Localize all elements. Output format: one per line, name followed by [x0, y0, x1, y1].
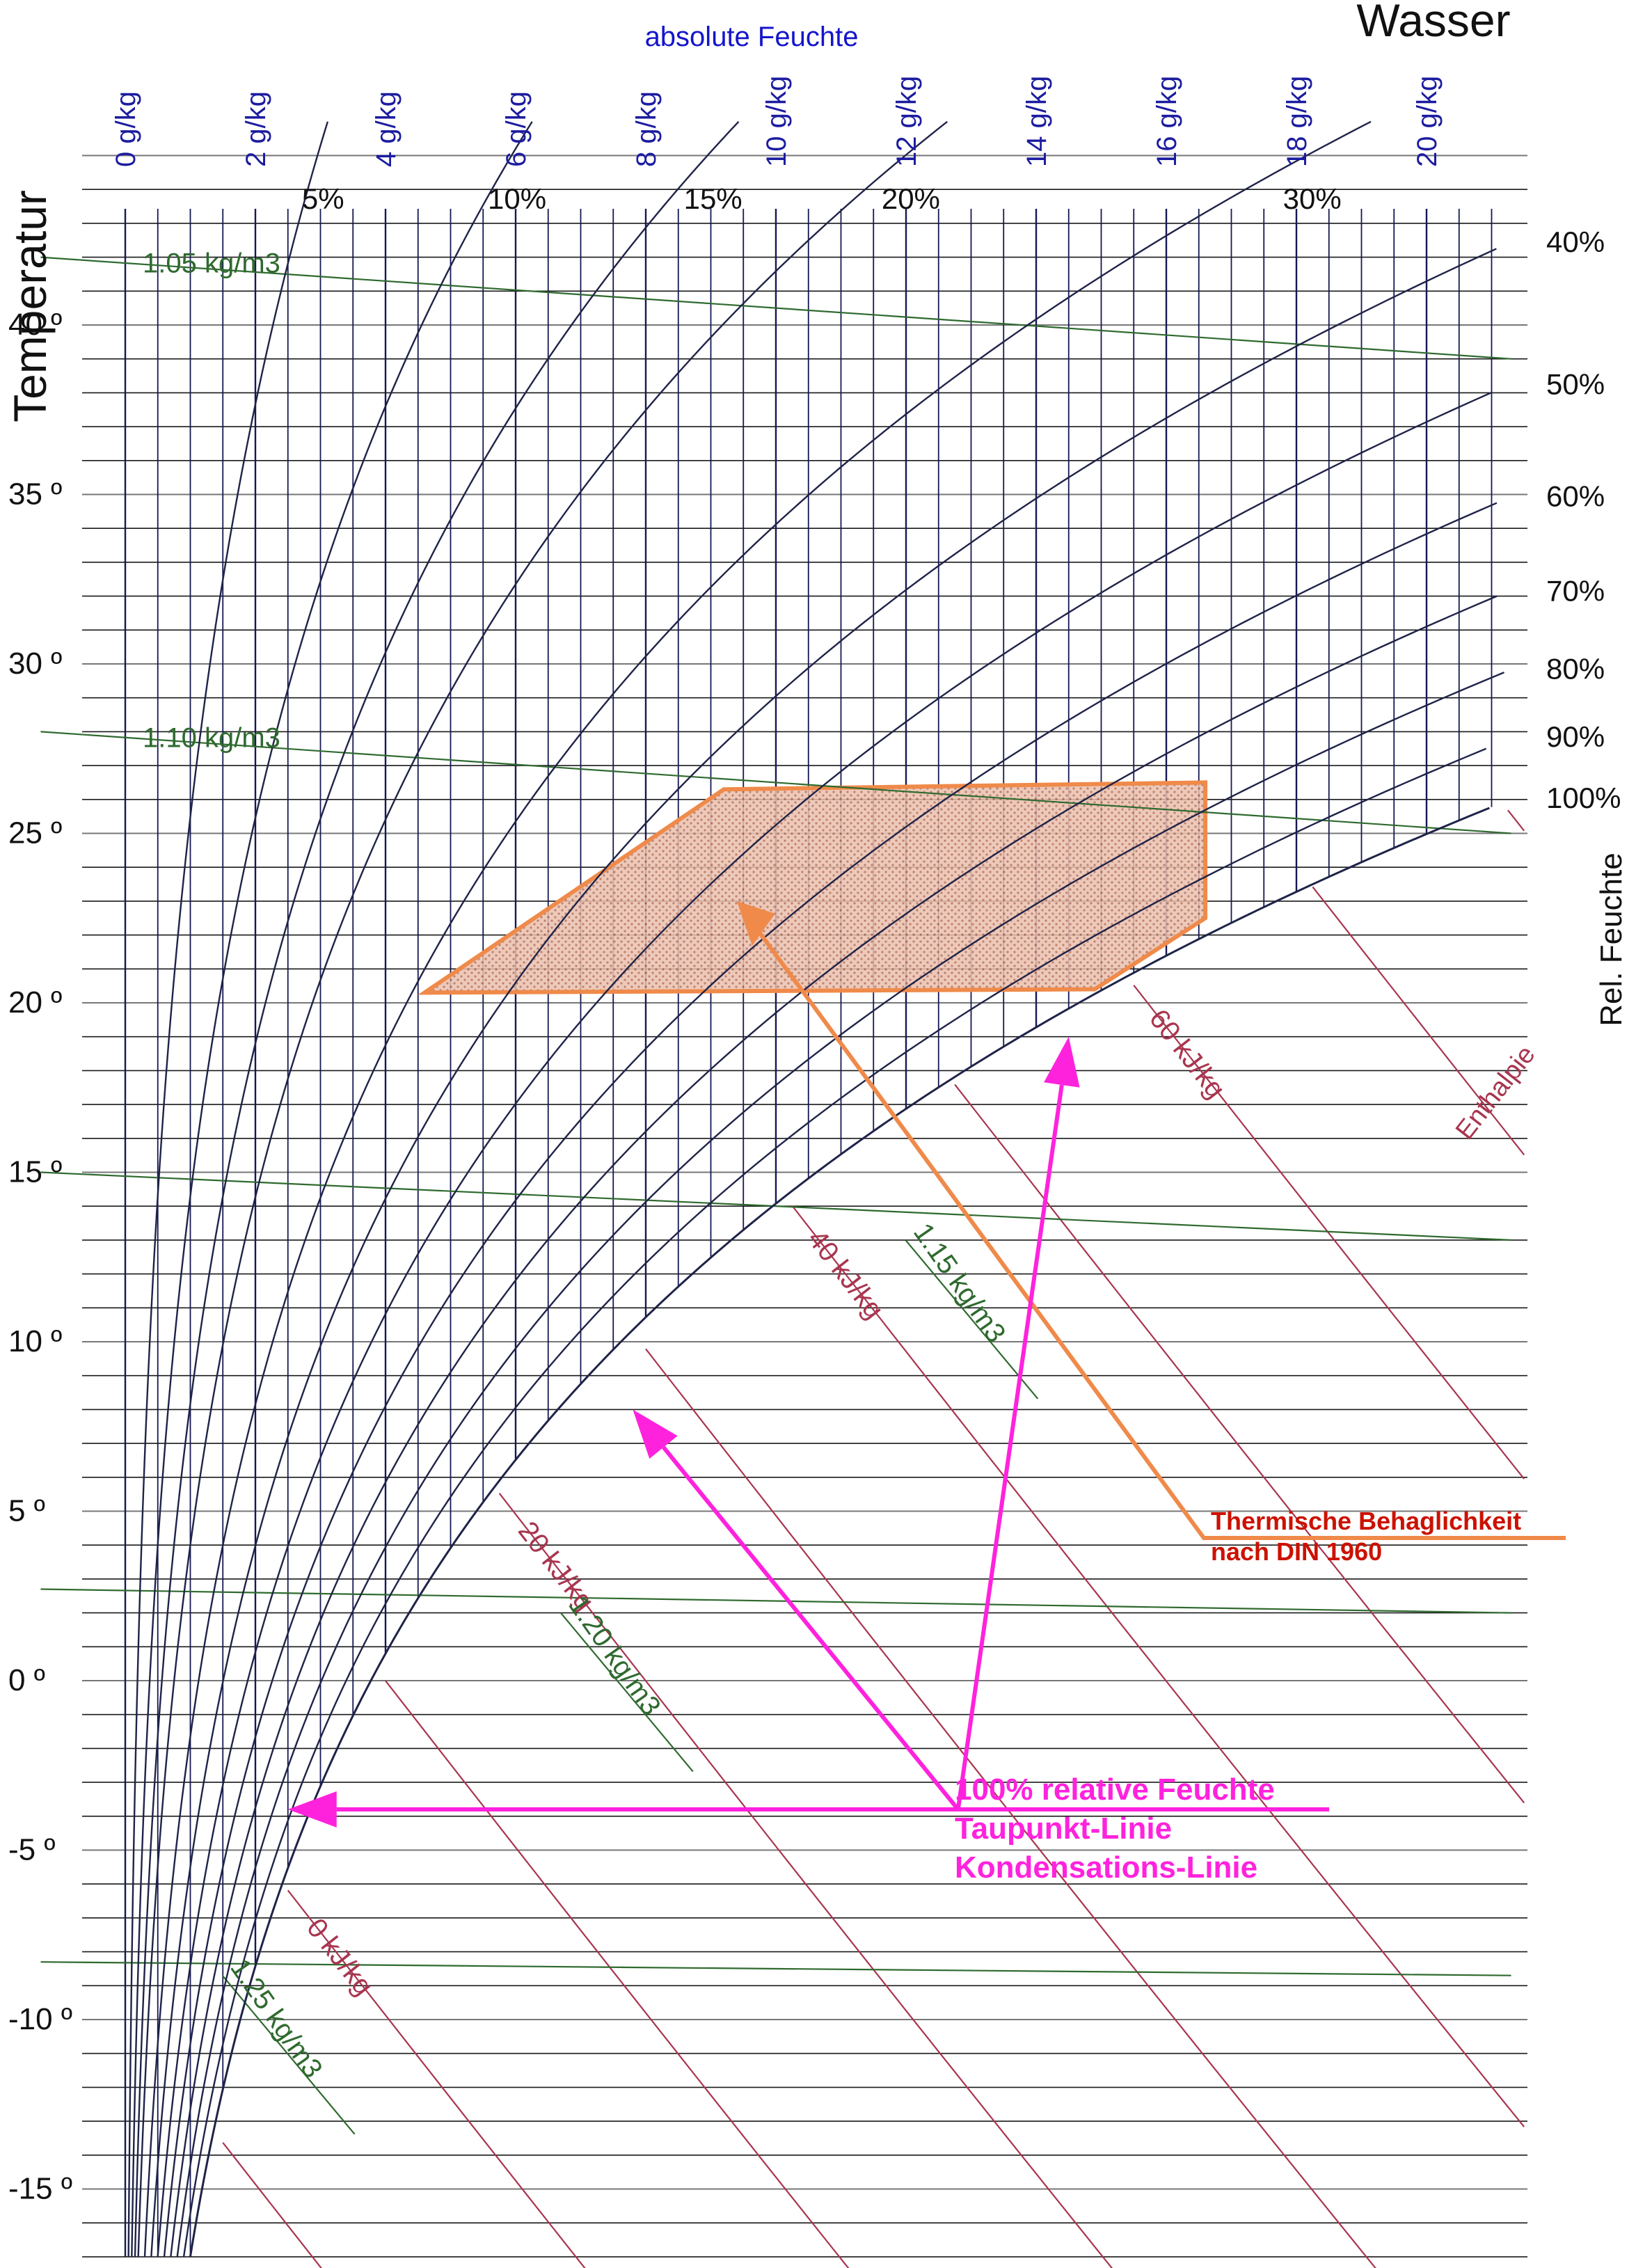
- enthalpy-line: [287, 1889, 586, 2268]
- x-tick-label: 8 g/kg: [631, 91, 662, 167]
- saturation-arrow: [955, 1084, 1064, 1810]
- humidity-gridlines: [124, 209, 1493, 2257]
- y-tick-label: -5 º: [8, 1833, 55, 1867]
- header-absolute-humidity: absolute Feuchte: [645, 22, 859, 52]
- y-tick-label: 25 º: [8, 816, 62, 850]
- relative-humidity-curves: [127, 120, 1505, 2258]
- x-tick-label: 18 g/kg: [1282, 76, 1312, 167]
- y-tick-label: 20 º: [8, 985, 62, 1020]
- comfort-annotation-line1: Thermische Behaglichkeit: [1211, 1507, 1521, 1535]
- enthalpy-label: 60 kJ/kg: [1143, 1004, 1231, 1104]
- y-tick-label: -10 º: [8, 2002, 72, 2036]
- comfort-zone-polygon: [418, 780, 1208, 995]
- x-tick-label: 16 g/kg: [1152, 76, 1182, 167]
- x-tick-label: 4 g/kg: [371, 91, 402, 167]
- density-line: [40, 1588, 1511, 1614]
- density-label: 1.10 kg/m3: [143, 722, 280, 753]
- chart-labels: absolute Feuchte Wasser Temperatur Rel. Feu…: [4, 0, 1628, 2206]
- rh-curve: [134, 120, 740, 2257]
- x-tick-label: 12 g/kg: [891, 76, 922, 167]
- rh-curve: [176, 672, 1505, 2258]
- enthalpy-line: [645, 1348, 1376, 2268]
- y-tick-label: 15 º: [8, 1155, 62, 1189]
- enthalpy-line: [498, 1493, 1113, 2268]
- density-leader: [905, 1239, 1039, 1399]
- rh-label: 5%: [302, 182, 344, 215]
- rh-curve: [157, 392, 1492, 2257]
- enthalpy-line: [1312, 886, 1525, 1156]
- saturation-arrowhead: [287, 1791, 337, 1828]
- rh-curve: [137, 120, 948, 2257]
- rh-label: 90%: [1546, 720, 1605, 753]
- rh-curve: [163, 502, 1498, 2258]
- x-tick-label: 6 g/kg: [501, 91, 532, 167]
- x-tick-label: 14 g/kg: [1022, 76, 1052, 167]
- x-tick-label: 10 g/kg: [761, 76, 792, 167]
- saturation-annotation-line1: 100% relative Feuchte: [955, 1773, 1275, 1807]
- enthalpy-label: 0 kJ/kg: [301, 1913, 379, 2001]
- density-label: 1.05 kg/m3: [143, 248, 280, 279]
- saturation-annotation-line2: Taupunkt-Linie: [955, 1811, 1172, 1846]
- density-leader: [559, 1612, 694, 1773]
- enthalpy-line: [1507, 809, 1525, 832]
- rh-label: 80%: [1546, 653, 1605, 685]
- rh-label: 30%: [1283, 182, 1342, 215]
- rh-curve: [127, 121, 329, 2257]
- comfort-zone: [418, 780, 1208, 995]
- saturation-arrowhead: [633, 1409, 678, 1459]
- y-tick-label: 5 º: [8, 1494, 45, 1528]
- rh-label: 60%: [1546, 479, 1605, 512]
- comfort-pointer: [749, 919, 1566, 1540]
- rh-curve: [170, 595, 1498, 2258]
- temperature-gridlines: [82, 154, 1527, 2258]
- rh-label: 50%: [1546, 368, 1605, 401]
- y-tick-label: 0 º: [8, 1663, 45, 1697]
- rh-curve: [182, 747, 1487, 2258]
- header-water: Wasser: [1356, 0, 1510, 46]
- x-tick-label: 0 g/kg: [111, 91, 141, 167]
- rh-curve: [189, 807, 1490, 2258]
- y-tick-label: 40 º: [8, 308, 62, 342]
- rh-label: 40%: [1546, 225, 1605, 258]
- enthalpy-line: [385, 1680, 850, 2268]
- y-tick-label: 10 º: [8, 1324, 62, 1358]
- comfort-arrowhead: [736, 901, 775, 946]
- y-tick-label: -15 º: [8, 2172, 72, 2206]
- density-label: 1.15 kg/m3: [907, 1218, 1012, 1348]
- enthalpy-line: [791, 1205, 1525, 2127]
- y-tick-label: 35 º: [8, 477, 62, 512]
- enthalpy-line: [222, 2142, 322, 2268]
- rh-label: 10%: [488, 182, 546, 215]
- enthalpy-line: [1133, 985, 1525, 1480]
- y-tick-label: 30 º: [8, 647, 62, 681]
- saturation-annotation-line3: Kondensations-Linie: [955, 1850, 1257, 1885]
- enthalpy-axis-label: Enthalpie: [1450, 1040, 1541, 1145]
- rh-curve: [150, 248, 1497, 2257]
- rh-label: 15%: [684, 182, 742, 215]
- density-line: [40, 731, 1511, 834]
- comfort-annotation-line2: nach DIN 1960: [1211, 1537, 1382, 1566]
- density-label: 1.20 kg/m3: [562, 1591, 667, 1721]
- density-line: [40, 1961, 1511, 1976]
- y-axis-title: Temperatur: [4, 190, 56, 422]
- rh-label: 70%: [1546, 575, 1605, 608]
- saturation-arrowhead: [1044, 1036, 1080, 1088]
- rh-axis-title: Rel. Feuchte: [1594, 853, 1628, 1026]
- x-tick-label: 2 g/kg: [241, 91, 271, 167]
- rh-label: 100%: [1546, 782, 1621, 814]
- rh-curve: [131, 121, 533, 2257]
- rh-label: 20%: [882, 182, 940, 215]
- x-tick-label: 20 g/kg: [1412, 76, 1443, 167]
- rh-curve: [143, 120, 1372, 2257]
- saturation-arrow: [662, 1445, 960, 1811]
- enthalpy-line: [954, 1084, 1525, 1804]
- density-line: [40, 1171, 1511, 1241]
- enthalpy-lines: [222, 809, 1525, 2268]
